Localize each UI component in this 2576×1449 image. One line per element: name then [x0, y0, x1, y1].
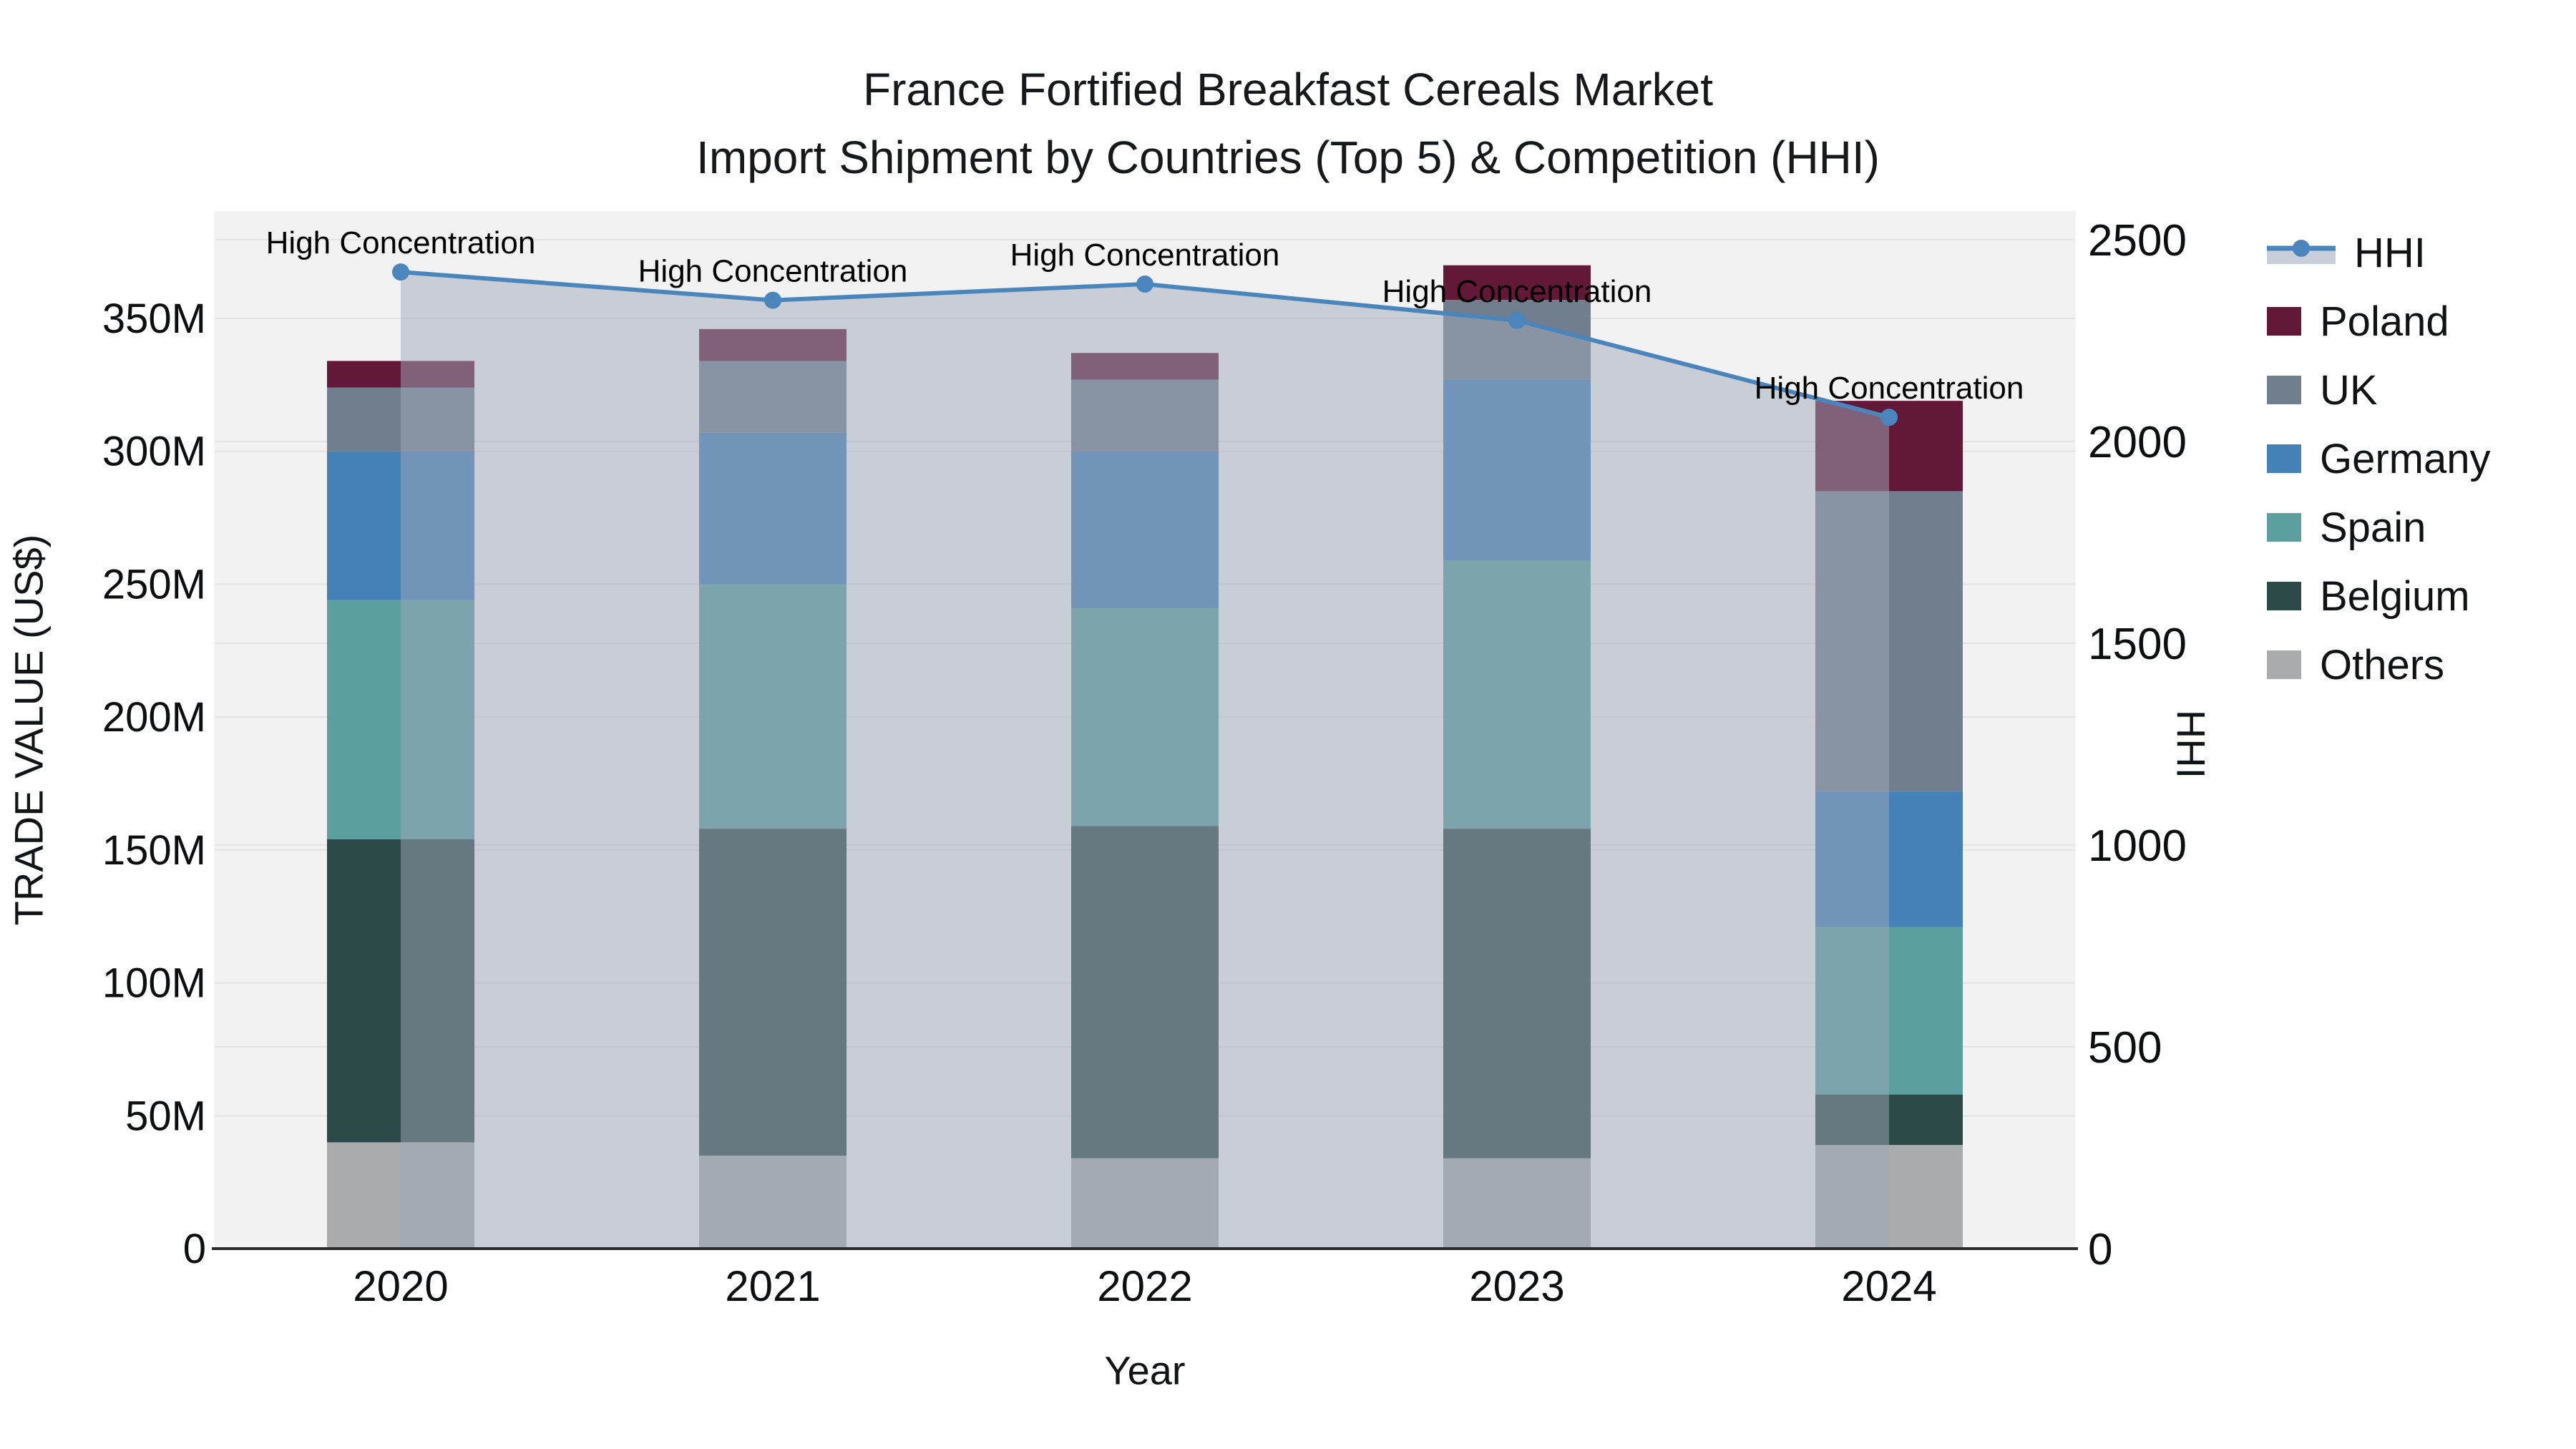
chart-title-line2: Import Shipment by Countries (Top 5) & C…: [696, 132, 1880, 183]
legend-item-uk[interactable]: UK: [2267, 366, 2491, 414]
legend-item-hhi[interactable]: HHI: [2267, 229, 2491, 276]
y-left-tick-50m: 50M: [125, 1093, 206, 1139]
legend-swatch-icon: [2267, 582, 2301, 610]
y-right-tick-500: 500: [2088, 1023, 2162, 1073]
legend-swatch-icon: [2267, 513, 2301, 542]
y-axis-title-right: HHI: [2168, 709, 2214, 779]
y-left-tick-350m: 350M: [102, 296, 206, 342]
legend-label: Germany: [2320, 435, 2491, 482]
annotation-2024: High Concentration: [1755, 371, 2024, 406]
legend-item-spain[interactable]: Spain: [2267, 504, 2491, 551]
x-tick-2020: 2020: [353, 1262, 448, 1310]
x-tick-2023: 2023: [1469, 1262, 1564, 1310]
hhi-area-fill: [401, 272, 1889, 1249]
legend-label: UK: [2320, 366, 2378, 414]
legend: HHI Poland UK Germany Spain Belgium Others: [2267, 229, 2491, 688]
legend-item-germany[interactable]: Germany: [2267, 435, 2491, 482]
legend-swatch-icon: [2267, 650, 2301, 679]
y-right-tick-1000: 1000: [2088, 821, 2187, 871]
legend-swatch-icon: [2267, 376, 2301, 404]
hhi-marker-2024[interactable]: [1880, 409, 1898, 426]
hhi-line-swatch-icon: [2267, 240, 2336, 264]
y-right-tick-1500: 1500: [2088, 620, 2187, 669]
annotation-2021: High Concentration: [638, 254, 908, 289]
x-axis-title: Year: [1104, 1347, 1186, 1393]
legend-swatch-icon: [2267, 307, 2301, 336]
chart-title-line1: France Fortified Breakfast Cereals Marke…: [863, 64, 1713, 115]
y-left-tick-100m: 100M: [102, 960, 206, 1007]
annotation-2023: High Concentration: [1382, 274, 1652, 309]
hhi-marker-2021[interactable]: [764, 291, 781, 309]
legend-item-poland[interactable]: Poland: [2267, 298, 2491, 345]
legend-item-others[interactable]: Others: [2267, 641, 2491, 688]
y-left-tick-150m: 150M: [102, 827, 206, 874]
legend-label: Others: [2320, 641, 2445, 688]
y-axis-title-left: TRADE VALUE (US$): [6, 534, 52, 926]
legend-label: Belgium: [2320, 572, 2470, 620]
bar-segment-2023-poland[interactable]: [1443, 265, 1591, 300]
y-right-tick-2000: 2000: [2088, 418, 2187, 467]
x-tick-2024: 2024: [1841, 1262, 1936, 1310]
legend-label: Spain: [2320, 504, 2426, 551]
hhi-marker-2023[interactable]: [1508, 311, 1526, 329]
annotation-2022: High Concentration: [1010, 238, 1280, 273]
legend-item-belgium[interactable]: Belgium: [2267, 572, 2491, 620]
x-tick-2021: 2021: [725, 1262, 820, 1310]
legend-label: HHI: [2354, 229, 2426, 276]
hhi-marker-2022[interactable]: [1136, 275, 1153, 293]
hhi-marker-2020[interactable]: [392, 263, 409, 281]
y-left-tick-300m: 300M: [102, 429, 206, 475]
legend-label: Poland: [2320, 298, 2449, 345]
annotation-2020: High Concentration: [266, 225, 536, 260]
y-left-tick-200m: 200M: [102, 694, 206, 741]
legend-swatch-icon: [2267, 444, 2301, 473]
y-right-tick-0: 0: [2088, 1225, 2112, 1274]
y-left-tick-250m: 250M: [102, 561, 206, 608]
y-left-tick-0: 0: [183, 1226, 206, 1272]
y-right-tick-2500: 2500: [2088, 216, 2187, 265]
x-tick-2022: 2022: [1097, 1262, 1192, 1310]
